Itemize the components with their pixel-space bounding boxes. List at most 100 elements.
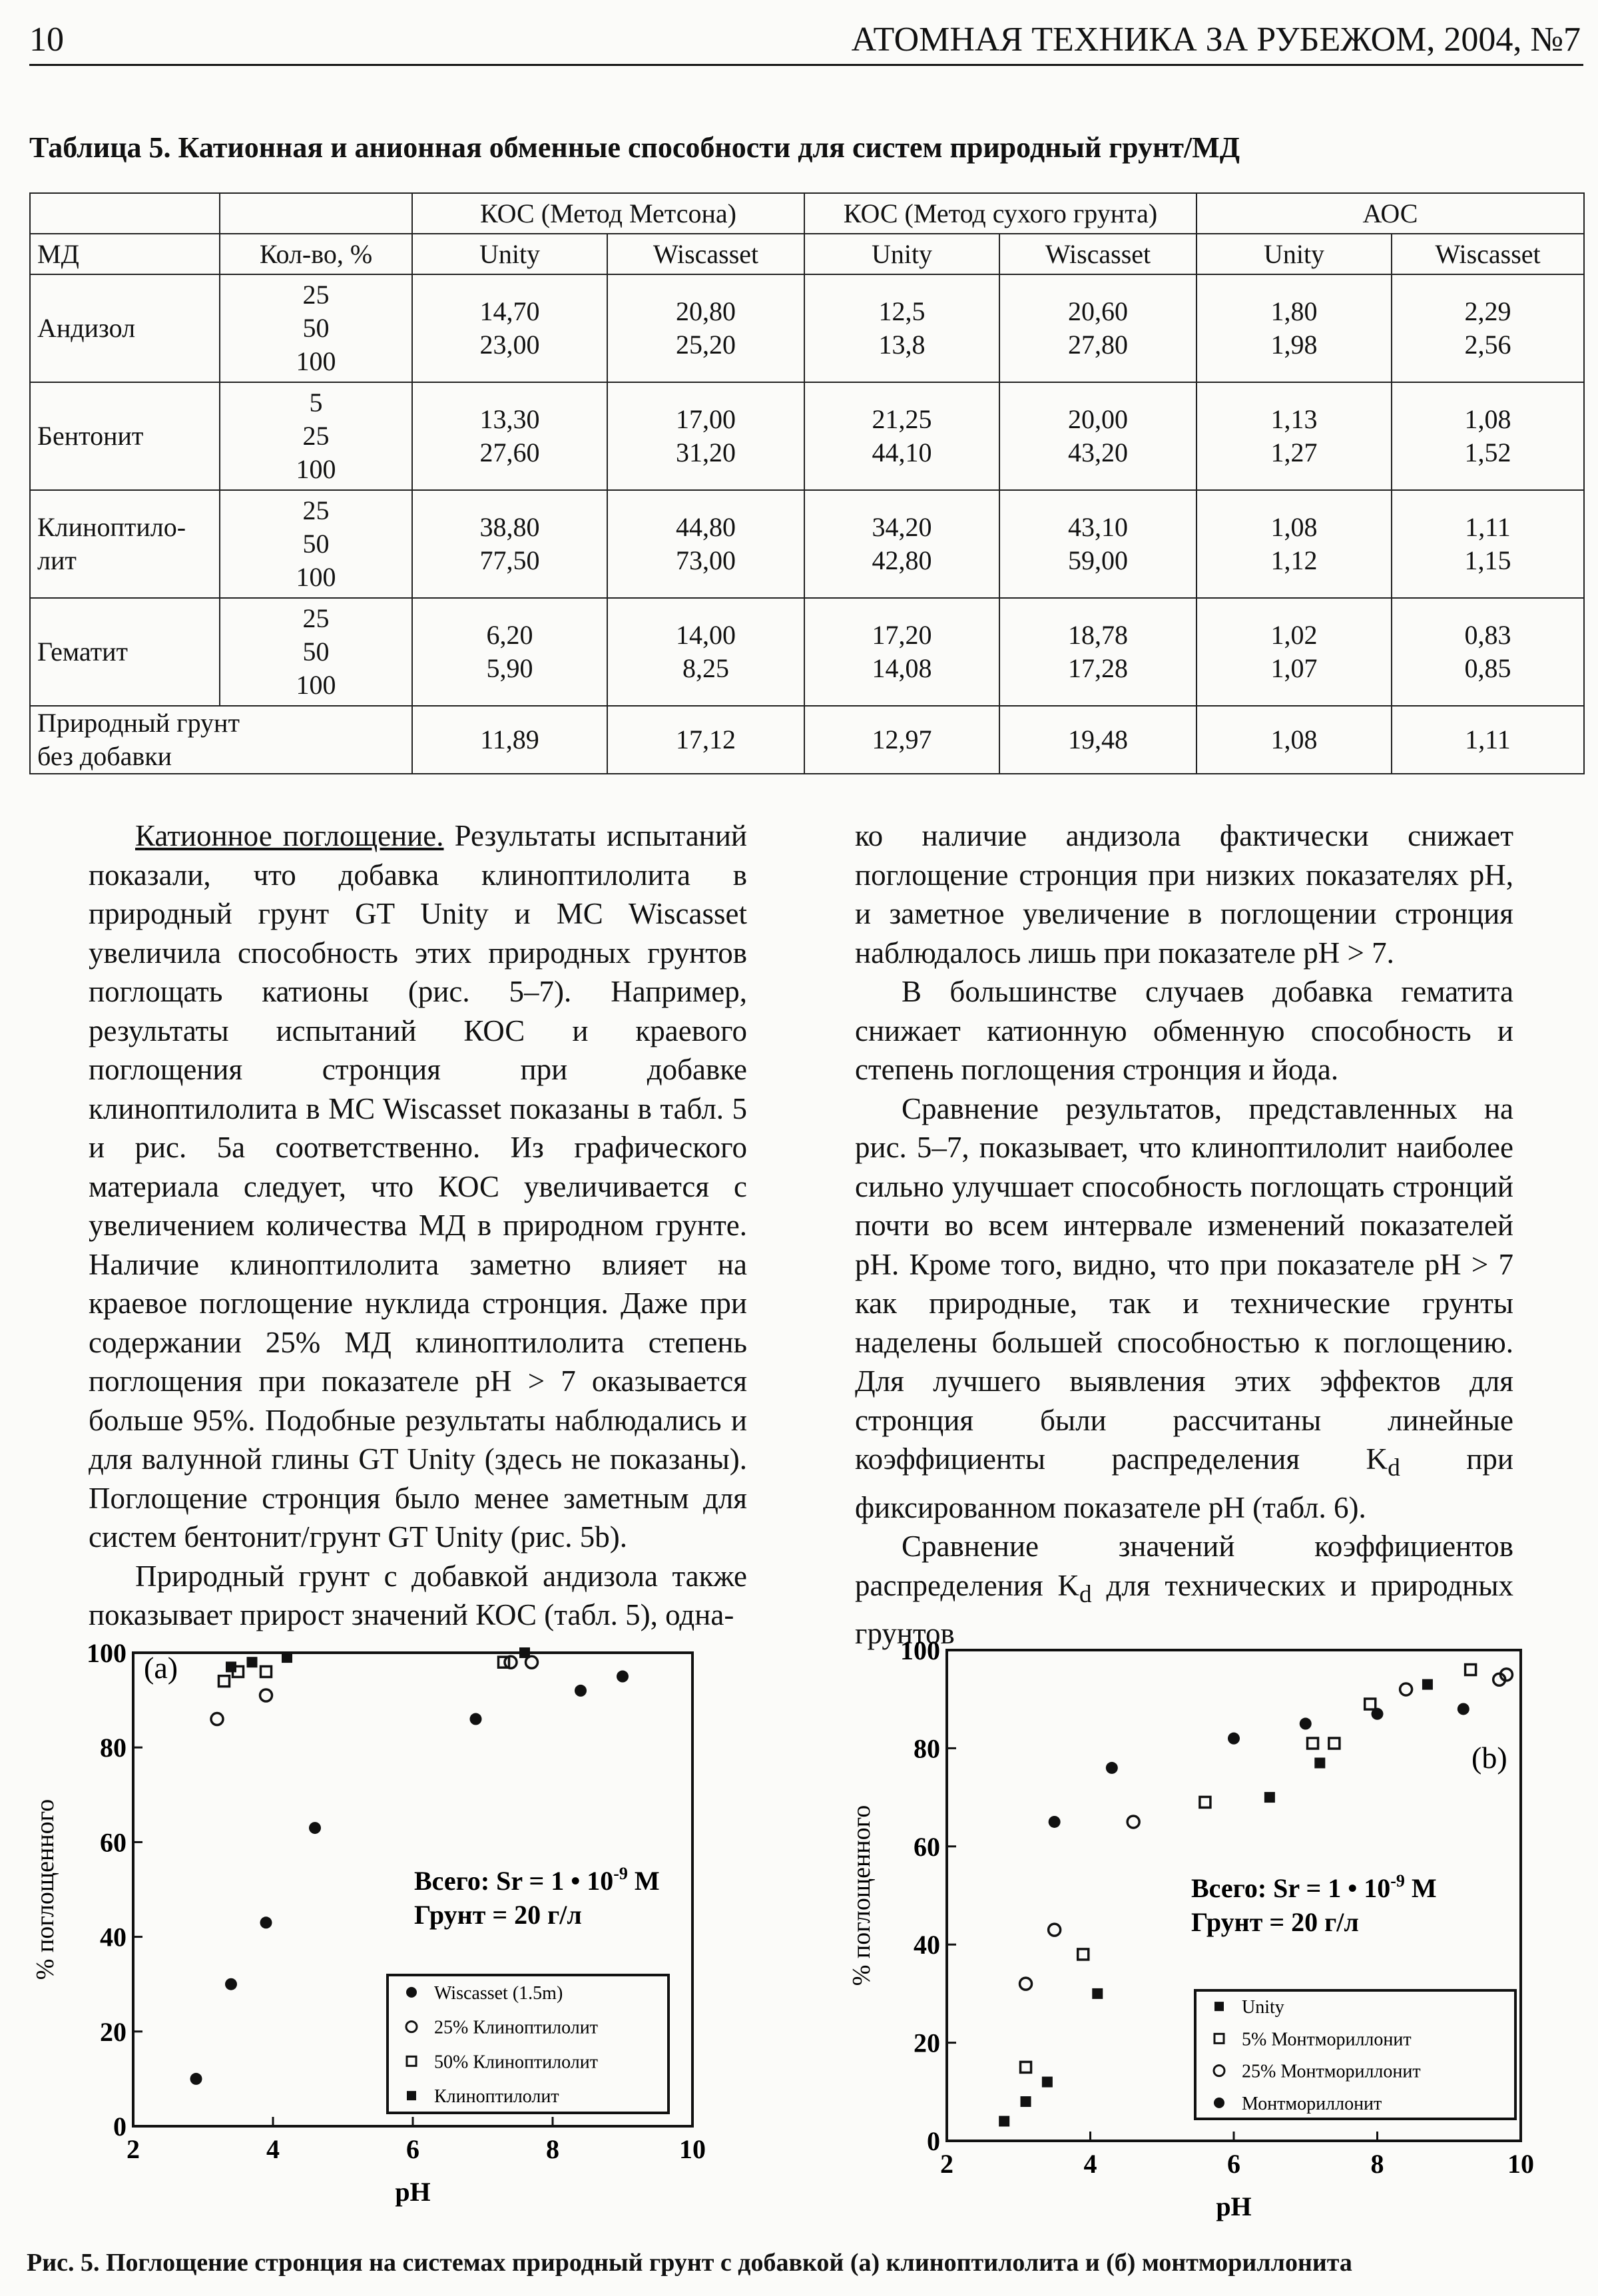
- annotation-exponent: -9: [613, 1864, 628, 1883]
- cell-value: 59,00: [1068, 545, 1128, 575]
- row-name-line: Гематит: [37, 637, 128, 667]
- column-header: Unity: [1196, 233, 1392, 275]
- column-header: Wiscasset: [999, 233, 1197, 275]
- annotation-text: Всего: Sr = 1 • 10: [414, 1866, 613, 1896]
- legend-label: 50% Клиноптилолит: [434, 2052, 598, 2072]
- cell-value: 1,02: [1270, 620, 1318, 650]
- annotation: Всего: Sr = 1 • 10-9 M: [1191, 1871, 1437, 1903]
- cell-value: 1,15: [1464, 545, 1511, 575]
- group-header: КОС (Метод Метсона): [411, 192, 805, 234]
- cell-value: 1,12: [1270, 545, 1318, 575]
- cell-value: 1,11: [1465, 724, 1511, 754]
- paragraph: Сравнение значений коэффициентов распред…: [855, 1527, 1513, 1653]
- cell: 0,83 0,85: [1391, 597, 1585, 707]
- annotation: Всего: Sr = 1 • 10-9 M: [414, 1864, 660, 1896]
- cell: 11,89: [411, 705, 608, 774]
- cell-value: 8,25: [682, 653, 729, 683]
- cell: 17,00 31,20: [607, 382, 805, 491]
- point: [1457, 1703, 1469, 1715]
- subscript: d: [1079, 1580, 1092, 1608]
- point: [1228, 1732, 1240, 1745]
- legend-marker: [407, 2091, 416, 2101]
- data-row: Бентонит 5 25 100 13,30 27,60 17,00 31,20 21,25 4…: [29, 382, 1585, 491]
- data-row: Гематит 25 50 100 6,20 5,90 14,00 8,25 17,20 14,0…: [29, 597, 1585, 707]
- cell-value: 1,27: [1270, 437, 1318, 467]
- cell: 18,78 17,28: [999, 597, 1197, 707]
- text: Сравнение результатов, представленных на…: [855, 1091, 1513, 1476]
- cell: 14,70 23,00: [411, 274, 608, 383]
- row-name-line: Природный грунт: [37, 708, 240, 738]
- point: [225, 1978, 237, 1990]
- cell-value: 1,08: [1270, 724, 1318, 754]
- column-header: МД: [29, 233, 220, 275]
- point: [1314, 1757, 1326, 1769]
- cell: 13,30 27,60: [411, 382, 608, 491]
- legend-label: Клиноптилолит: [434, 2086, 559, 2107]
- paragraph: Природный грунт с добавкой андизола такж…: [89, 1559, 747, 1632]
- x-tick-label: 4: [1084, 2149, 1097, 2179]
- cell: 1,08 1,52: [1391, 382, 1585, 491]
- point: [1422, 1679, 1433, 1690]
- cell-value: 2,29: [1464, 296, 1511, 326]
- cell: 2,29 2,56: [1391, 274, 1585, 383]
- point: [575, 1684, 587, 1697]
- legend-marker: [1214, 2097, 1224, 2108]
- point: [217, 1674, 231, 1688]
- point: [1048, 1815, 1061, 1828]
- amount: 25: [302, 421, 330, 451]
- point: [1047, 1922, 1062, 1937]
- y-tick-label: 100: [900, 1635, 940, 1665]
- y-tick-label: 0: [113, 2112, 127, 2142]
- cell-value: 77,50: [479, 545, 540, 575]
- cell: 19,48: [999, 705, 1197, 774]
- point: [1328, 1737, 1341, 1750]
- cell-value: 31,20: [676, 437, 736, 467]
- text: для технических и природных грунтов: [855, 1568, 1513, 1651]
- cell-value: 1,08: [1270, 512, 1318, 542]
- text: при фиксированном показателе pH (табл. 6…: [855, 1442, 1514, 1524]
- data-row: Природный грунт без добавки 11,89 17,12 12,9…: [29, 705, 1585, 774]
- cell-value: 27,80: [1068, 330, 1128, 360]
- panel-label: (b): [1471, 1741, 1507, 1775]
- cell-value: 44,80: [676, 512, 736, 542]
- column-header: Кол-во, %: [219, 233, 413, 275]
- amounts: 25 50 100: [219, 489, 413, 599]
- x-tick-label: 6: [1227, 2149, 1240, 2179]
- x-axis-label: pH: [395, 2177, 430, 2207]
- cell: 38,80 77,50: [411, 489, 608, 599]
- cell-value: 43,10: [1068, 512, 1128, 542]
- cell-value: 17,20: [872, 620, 932, 650]
- cell-value: 14,08: [872, 653, 932, 683]
- legend-box: [1194, 1989, 1517, 2120]
- legend-label: Монтмориллонит: [1242, 2094, 1382, 2114]
- point: [1363, 1697, 1377, 1711]
- cell: 14,00 8,25: [607, 597, 805, 707]
- amount: 100: [296, 562, 336, 592]
- group-header: АОС: [1196, 192, 1585, 234]
- data-row: Андизол 25 50 100 14,70 23,00 20,80 25,20 12,5 13…: [29, 274, 1585, 383]
- cell-value: 14,00: [676, 620, 736, 650]
- cell-value: 38,80: [479, 512, 540, 542]
- cell: 12,5 13,8: [804, 274, 1000, 383]
- amounts: 5 25 100: [219, 382, 413, 491]
- point: [1371, 1707, 1384, 1720]
- cell-value: 5,90: [486, 653, 533, 683]
- point: [617, 1670, 629, 1683]
- annotation-text: M: [628, 1866, 660, 1896]
- x-tick-label: 2: [127, 2134, 140, 2164]
- column-header: Unity: [411, 233, 608, 275]
- figure-caption: Рис. 5. Поглощение стронция на системах …: [27, 2249, 1352, 2277]
- legend-marker: [1212, 2064, 1226, 2078]
- cell: 1,02 1,07: [1196, 597, 1392, 707]
- y-tick-label: 80: [100, 1733, 127, 1763]
- column-header: Unity: [804, 233, 1000, 275]
- y-tick-label: 20: [914, 2028, 940, 2058]
- point: [503, 1655, 518, 1669]
- amount: 25: [302, 495, 330, 525]
- column-header: Wiscasset: [607, 233, 805, 275]
- point: [1105, 1761, 1118, 1774]
- cell: 1,80 1,98: [1196, 274, 1392, 383]
- point: [210, 1711, 224, 1727]
